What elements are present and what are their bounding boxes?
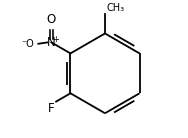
Text: N: N bbox=[47, 36, 56, 49]
Text: O: O bbox=[47, 13, 56, 26]
Text: +: + bbox=[52, 35, 59, 44]
Text: CH₃: CH₃ bbox=[106, 3, 124, 13]
Text: ⁻O: ⁻O bbox=[21, 39, 34, 49]
Text: F: F bbox=[48, 102, 55, 115]
